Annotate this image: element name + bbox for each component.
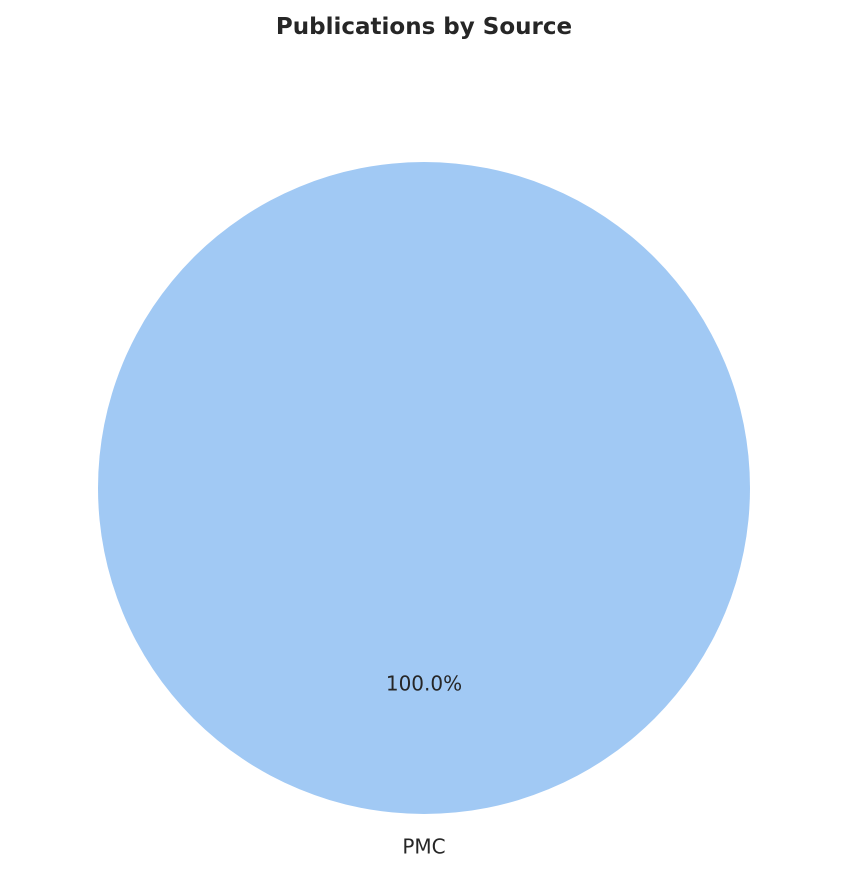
pie-slice-category-label: PMC: [402, 835, 445, 859]
chart-title: Publications by Source: [276, 14, 572, 40]
pie-slices: [98, 162, 750, 814]
pie-labels: 100.0% PMC: [386, 672, 462, 859]
pie-slice-percent-label: 100.0%: [386, 672, 462, 696]
pie-slice-pmc: [98, 162, 750, 814]
